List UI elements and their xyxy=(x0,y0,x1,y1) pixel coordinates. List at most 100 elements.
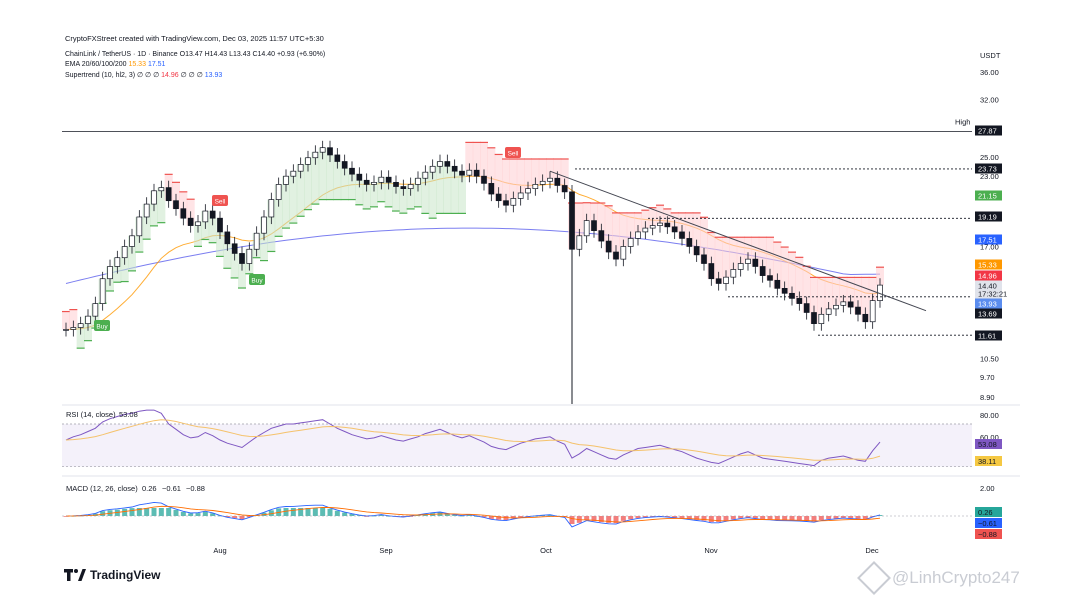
price-tag-bg-6 xyxy=(975,270,1002,281)
candle-body-80 xyxy=(649,225,656,229)
supertrend-label[interactable]: Supertrend (10, hl2, 3) xyxy=(65,72,136,79)
macd-hist-96 xyxy=(767,516,773,520)
supertrend-fill-96 xyxy=(766,237,774,281)
tradingview-logo[interactable]: TradingView xyxy=(64,568,160,582)
candle-body-50 xyxy=(429,165,436,173)
macd-hist-69 xyxy=(569,516,575,524)
macd-hist-22 xyxy=(224,516,230,518)
macd-hist-38 xyxy=(342,512,348,516)
rsi-tick-1: 60.00 xyxy=(980,433,999,442)
candle-body-1 xyxy=(70,327,77,330)
supertrend-empty-2: ∅ ∅ ∅ xyxy=(180,72,203,79)
rsi-ma-tag-text: 38.11 xyxy=(978,457,996,466)
price-tag-7: 14.40 xyxy=(975,280,1002,291)
macd-hist-71 xyxy=(584,516,590,521)
candle-body-13 xyxy=(158,187,165,192)
macd-value-signal: −0.88 xyxy=(186,484,205,493)
supertrend-fill-58 xyxy=(487,147,496,195)
price-axis: USDT 36.00 32.00 25.00 23.00 17.00 10.50 9.70 8.… xyxy=(980,51,1001,402)
macd-hist-39 xyxy=(349,513,355,516)
candle-body-70 xyxy=(576,235,583,250)
price-tag-1: 23.73 xyxy=(975,163,1002,174)
macd-hist-55 xyxy=(466,514,472,516)
macd-hist-104 xyxy=(826,516,832,520)
price-pane[interactable]: High Buy Sell Buy Sell xyxy=(62,118,1020,477)
supertrend-fill-2 xyxy=(76,323,85,349)
macd-tag-bg-2 xyxy=(975,529,1002,539)
macd-hist-59 xyxy=(496,516,502,520)
symbol-name[interactable]: ChainLink / TetherUS · 1D · Binance xyxy=(65,51,178,58)
macd-hist-34 xyxy=(312,508,318,516)
macd-hist-12 xyxy=(151,508,157,516)
candle-body-23 xyxy=(231,243,238,254)
supertrend-fill-55 xyxy=(465,142,474,171)
supertrend-fill-111 xyxy=(876,267,884,286)
candle-body-0 xyxy=(63,329,69,331)
candle-body-92 xyxy=(737,263,744,270)
supertrend-fill-71 xyxy=(582,202,591,221)
macd-hist-52 xyxy=(444,513,450,516)
supertrend-fill-99 xyxy=(788,252,796,299)
ema-value-1: 15.33 xyxy=(128,61,146,68)
supertrend-fill-46 xyxy=(399,188,408,214)
supertrend-fill-52 xyxy=(443,166,452,214)
rsi-ma-tag-bg xyxy=(975,456,1002,466)
supertrend-fill-97 xyxy=(773,242,782,289)
supertrend-fill-78 xyxy=(634,212,642,232)
price-tag-bg-7 xyxy=(975,280,1002,291)
macd-hist-83 xyxy=(672,516,678,518)
supertrend-fill-106 xyxy=(839,277,848,302)
supertrend-fill-104 xyxy=(824,277,833,309)
candle-body-40 xyxy=(356,173,363,181)
macd-hist-111 xyxy=(877,515,883,516)
ema-legend: EMA 20/60/100/200 15.33 17.51 xyxy=(65,61,165,68)
candle-body-12 xyxy=(151,190,157,205)
price-tag-4: 17.51 xyxy=(975,234,1002,245)
supertrend-fill-89 xyxy=(714,237,723,284)
supertrend-fill-36 xyxy=(326,154,334,200)
supertrend-fill-76 xyxy=(619,212,628,247)
supertrend-fill-39 xyxy=(348,174,356,200)
candle-body-17 xyxy=(187,217,194,226)
supertrend-fill-1 xyxy=(69,309,78,328)
ema-label[interactable]: EMA 20/60/100/200 xyxy=(65,61,127,68)
supertrend-fill-109 xyxy=(861,277,870,322)
supertrend-fill-13 xyxy=(157,187,166,223)
supertrend-fill-79 xyxy=(641,210,650,229)
time-tick-2: Oct xyxy=(540,546,553,555)
candle-body-63 xyxy=(525,188,531,194)
macd-line xyxy=(65,501,881,528)
macd-hist-48 xyxy=(415,514,421,516)
price-tag-10: 13.69 xyxy=(975,308,1002,319)
candle-body-16 xyxy=(180,208,187,219)
candle-body-82 xyxy=(664,222,671,228)
supertrend-fill-103 xyxy=(817,277,826,315)
candle-body-75 xyxy=(613,251,619,260)
price-tick-0: 36.00 xyxy=(980,68,999,77)
macd-hist-19 xyxy=(202,511,208,516)
macd-hist-82 xyxy=(664,516,670,517)
candle-body-87 xyxy=(701,254,707,264)
supertrend-fill-24 xyxy=(238,263,246,289)
candle-body-45 xyxy=(393,181,399,187)
macd-hist-91 xyxy=(730,516,736,520)
candle-body-20 xyxy=(209,210,216,219)
rsi-label: RSI (14, close) xyxy=(66,410,116,419)
level-high-label: High xyxy=(955,118,970,127)
supertrend-fill-108 xyxy=(854,277,862,315)
supertrend-fill-53 xyxy=(450,171,459,214)
macd-hist-80 xyxy=(650,516,656,517)
candle-body-15 xyxy=(173,200,179,210)
price-tag-bg-8 xyxy=(975,288,1002,299)
supertrend-fill-22 xyxy=(223,243,232,269)
supertrend-value-2: 13.93 xyxy=(204,72,223,79)
macd-hist-13 xyxy=(158,508,164,516)
rsi-line xyxy=(65,409,881,467)
signal-sell-1 xyxy=(212,195,228,206)
macd-pane[interactable]: MACD (12, 26, close) 0.26 −0.61 −0.88 2.00 0.… xyxy=(62,484,1002,539)
price-tick-3: 23.00 xyxy=(980,172,999,181)
supertrend-fill-68 xyxy=(560,158,569,192)
macd-hist-15 xyxy=(173,509,179,516)
